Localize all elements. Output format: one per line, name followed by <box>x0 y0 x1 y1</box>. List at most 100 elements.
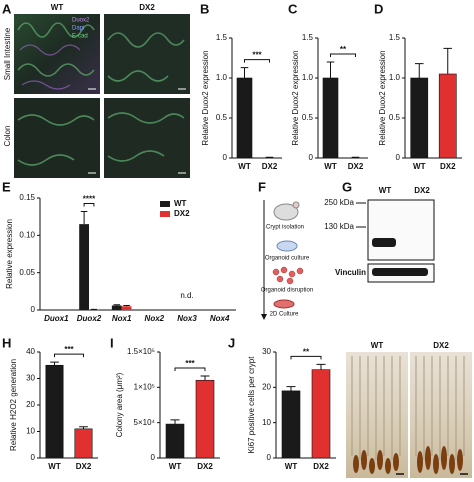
dish-icon <box>276 240 298 252</box>
y-tick-label: 10 <box>26 427 35 436</box>
tissue-texture <box>17 22 185 166</box>
bar <box>410 77 429 159</box>
y-tick-label: 20 <box>262 382 271 391</box>
blot-band <box>372 268 428 276</box>
error-bar <box>443 47 453 74</box>
significance-bracket <box>54 353 84 358</box>
error-bar <box>200 375 210 381</box>
x-tick-label: DX2 <box>262 162 278 171</box>
y-tick-label: 0 <box>151 453 156 462</box>
panel-a: A WT DX2 Small Intestine Colon Duox2 Dap… <box>2 1 190 178</box>
panel-g: G WT DX2 250 kDa 130 kDa Vinculin <box>324 179 435 283</box>
significance-bracket <box>290 355 322 360</box>
marker-label: 250 kDa <box>324 198 354 207</box>
y-axis-label: Relative expression <box>5 219 14 289</box>
y-tick-label: 1.5 <box>216 33 228 42</box>
column-label: DX2 <box>433 341 449 350</box>
blot-band <box>372 238 396 247</box>
x-tick-label: DX2 <box>348 162 364 171</box>
x-tick-label: Nox1 <box>112 314 132 323</box>
micrograph <box>104 98 190 178</box>
error-bar <box>123 305 130 307</box>
significance-bracket <box>174 367 206 372</box>
marker-label: 130 kDa <box>324 222 354 231</box>
error-bar <box>265 156 274 158</box>
bar <box>79 224 89 310</box>
panel-label: G <box>342 179 352 194</box>
panel-label: B <box>200 1 209 16</box>
significance-bracket <box>330 53 356 57</box>
significance-label: *** <box>252 51 262 60</box>
error-bar <box>79 426 88 429</box>
error-bar <box>351 156 360 158</box>
y-axis-label: Relative H2O2 generation <box>9 359 18 451</box>
micrograph <box>14 98 100 178</box>
significance-bracket <box>244 59 270 63</box>
significance-label: ** <box>340 45 347 54</box>
y-tick-label: 0 <box>396 153 401 162</box>
y-axis-label: Ki67 positive cells per crypt <box>247 356 256 454</box>
error-bar <box>326 61 335 78</box>
y-tick-label: 0.15 <box>19 193 35 202</box>
mouse-icon <box>273 203 299 221</box>
panel-label: A <box>2 1 12 16</box>
stain-label: Dapi <box>72 26 84 32</box>
flow-arrow-head <box>261 314 267 320</box>
legend-label: DX2 <box>174 209 190 218</box>
y-tick-label: 0 <box>267 453 272 462</box>
x-tick-label: WT <box>169 462 182 471</box>
y-tick-label: 1.5 <box>389 33 401 42</box>
error-bar <box>414 63 424 78</box>
ki67-staining <box>353 446 463 474</box>
legend-label: WT <box>174 199 187 208</box>
significance-label: *** <box>64 345 74 354</box>
y-tick-label: 5×10⁴ <box>134 418 156 427</box>
panel-f: F Crypt isolation Organoid culture Organ… <box>258 179 313 320</box>
bar <box>121 306 132 310</box>
legend-swatch <box>160 201 170 207</box>
row-label: Colon <box>3 126 12 147</box>
y-tick-label: 30 <box>26 374 35 383</box>
y-tick-label: 0 <box>31 305 36 314</box>
stain-label: Duox2 <box>72 18 90 24</box>
legend-swatch <box>160 211 170 217</box>
blot <box>367 199 435 261</box>
y-axis-label: Colony area (μm²) <box>115 372 124 437</box>
x-tick-label: WT <box>413 162 426 171</box>
y-tick-label: 0.5 <box>389 113 401 122</box>
error-bar <box>316 363 326 370</box>
y-tick-label: 0 <box>309 153 314 162</box>
x-tick-label: Duox2 <box>77 314 102 323</box>
mouse-ear <box>292 201 300 209</box>
y-tick-label: 0.5 <box>302 113 314 122</box>
x-tick-label: DX2 <box>76 462 92 471</box>
y-tick-label: 1.5×10⁵ <box>127 347 155 356</box>
error-bar <box>113 304 121 306</box>
loading-control-label: Vinculin <box>335 268 366 277</box>
error-bar <box>170 419 180 425</box>
x-tick-label: Nox4 <box>210 314 230 323</box>
significance-bracket <box>83 202 95 207</box>
y-tick-label: 20 <box>26 400 35 409</box>
bar <box>195 379 215 459</box>
stain-label: E-cad <box>72 34 88 40</box>
column-label: WT <box>379 186 392 195</box>
significance-label: ** <box>303 347 310 356</box>
x-tick-label: WT <box>48 462 61 471</box>
error-bar <box>240 67 249 78</box>
column-label: WT <box>51 3 64 12</box>
y-tick-label: 10 <box>262 418 271 427</box>
bar <box>165 423 185 459</box>
y-axis-label: Relative Duox2 expression <box>291 50 300 145</box>
x-tick-label: WT <box>324 162 337 171</box>
organoid-icons <box>272 266 304 285</box>
x-tick-label: Nox2 <box>145 314 165 323</box>
bar <box>322 77 339 159</box>
step-label: Crypt isolation <box>266 225 304 231</box>
duox2-signal <box>19 44 81 90</box>
y-tick-label: 1×10⁵ <box>134 382 155 391</box>
step-label: Organoid culture <box>265 256 310 262</box>
y-tick-label: 0 <box>31 453 36 462</box>
significance-label: *** <box>185 359 195 368</box>
